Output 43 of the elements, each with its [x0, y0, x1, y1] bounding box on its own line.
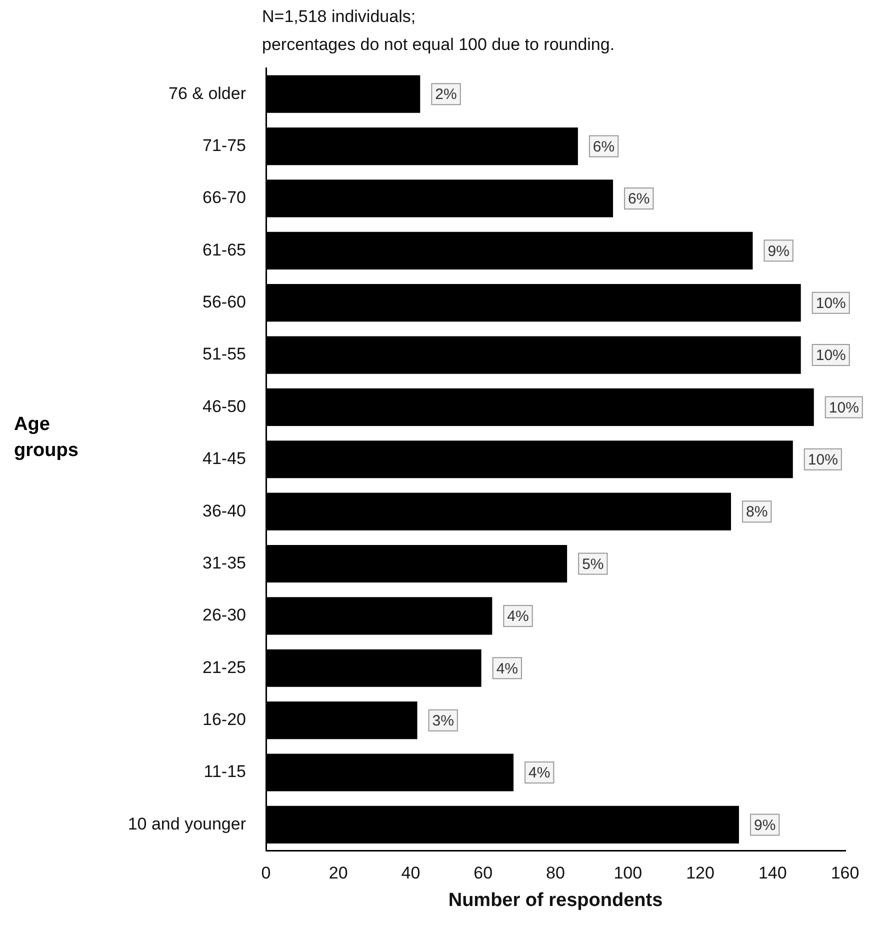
- x-tick-label: 120: [686, 864, 714, 883]
- annotation: 4%: [507, 608, 529, 626]
- y-tick-label: 51-55: [202, 344, 246, 364]
- annotation: 10%: [828, 399, 859, 416]
- chart-title: N=1,518 individuals;: [262, 7, 416, 27]
- x-tick-label: 80: [546, 864, 565, 883]
- annotation: 3%: [432, 712, 454, 730]
- y-tick-label: 21-25: [202, 658, 246, 677]
- annotation: 9%: [754, 816, 776, 834]
- y-tick-label: 26-30: [202, 606, 246, 625]
- x-tick-label: 20: [328, 864, 348, 883]
- annotation: 6%: [592, 138, 615, 156]
- annotation: 10%: [816, 294, 846, 312]
- annotation: 10%: [816, 347, 846, 364]
- y-tick-label: 56-60: [202, 292, 246, 312]
- annotation: 10%: [808, 452, 838, 469]
- x-tick-label: 0: [261, 864, 271, 883]
- y-axis-title: Age groups: [14, 413, 80, 463]
- annotation: 2%: [435, 86, 457, 104]
- y-tick-label: 76 & older: [168, 84, 246, 103]
- x-tick-label: 40: [401, 864, 420, 883]
- y-tick-label: 36-40: [202, 501, 246, 520]
- y-tick-label: 10 and younger: [128, 814, 246, 834]
- y-tick-label: 16-20: [202, 710, 246, 730]
- x-axis-title: Number of respondents: [448, 890, 663, 911]
- x-tick-label: 100: [614, 864, 642, 883]
- y-tick-label: 11-15: [204, 762, 246, 782]
- annotation: 6%: [628, 190, 650, 208]
- y-tick-label: 41-45: [202, 449, 246, 468]
- x-tick-label: 60: [474, 864, 493, 883]
- annotation: 5%: [582, 556, 604, 573]
- y-tick-label: 61-65: [202, 240, 246, 260]
- annotation: 4%: [528, 764, 550, 782]
- y-tick-label: 31-35: [202, 553, 246, 572]
- annotation: 9%: [768, 242, 790, 260]
- y-tick-label: 46-50: [202, 396, 246, 416]
- annotation: 8%: [746, 504, 768, 521]
- annotation: 4%: [496, 660, 518, 678]
- chart-subtitle: percentages do not equal 100 due to rounding.: [262, 35, 615, 55]
- y-tick-label: 71-75: [202, 136, 246, 155]
- x-tick-label: 140: [758, 864, 787, 883]
- y-tick-label: 66-70: [202, 188, 246, 208]
- x-tick-label: 160: [830, 864, 860, 883]
